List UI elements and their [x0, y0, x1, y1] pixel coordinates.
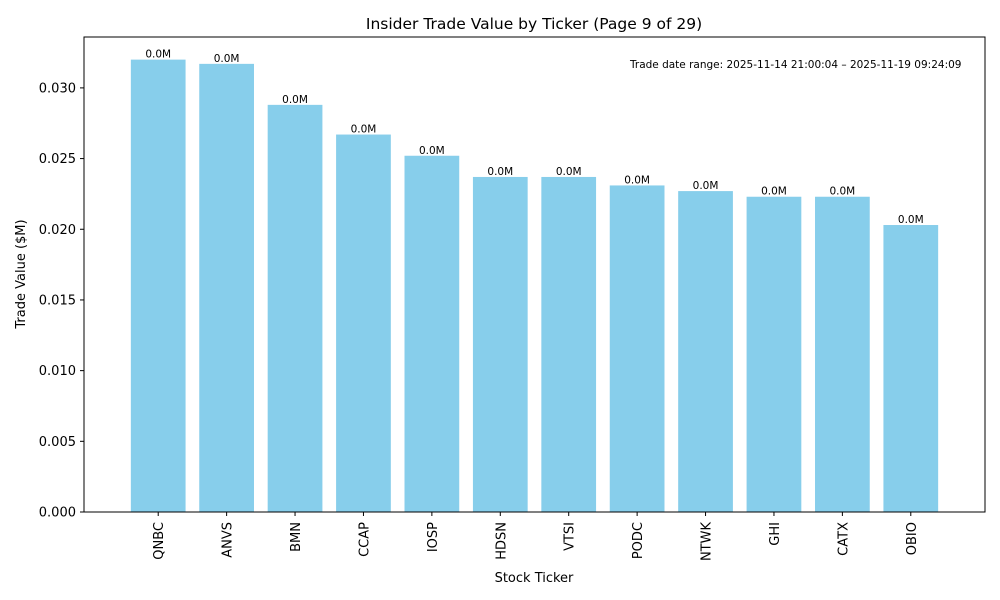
x-tick-label-ntwk: NTWK — [700, 522, 715, 562]
y-tick-label: 0.015 — [39, 293, 76, 308]
x-tick-label-anvs: ANVS — [221, 522, 236, 558]
x-tick-label-hdsn: HDSN — [494, 522, 509, 560]
bar-anvs — [199, 63, 254, 513]
y-tick-label: 0.010 — [39, 364, 76, 379]
x-tick-label-iosp: IOSP — [426, 522, 441, 552]
bars-layer: 0.0M 0.0M 0.0M 0.0M 0.0M 0.0M 0.0M 0.0M 0.0M 0.0M… — [130, 49, 939, 513]
data-label-vtsi: 0.0M — [556, 166, 582, 178]
bar-obio — [883, 225, 939, 513]
bar-iosp — [404, 155, 460, 512]
y-axis-label: Trade Value ($M) — [14, 219, 29, 329]
bar-ghi — [746, 196, 802, 513]
bar-catx — [815, 196, 870, 513]
x-tick-label-ccap: CCAP — [357, 522, 372, 557]
data-label-qnbc: 0.0M — [145, 49, 171, 61]
x-axis-label: Stock Ticker — [495, 571, 574, 586]
data-label-iosp: 0.0M — [419, 145, 445, 157]
bar-ccap — [336, 134, 391, 512]
y-tick-label: 0.005 — [39, 435, 76, 450]
bar-ntwk — [678, 191, 733, 512]
x-tick-label-qnbc: QNBC — [152, 522, 167, 560]
y-tick-label: 0.030 — [39, 81, 76, 96]
bar-bmn — [267, 104, 323, 512]
data-label-obio: 0.0M — [898, 214, 924, 226]
data-label-ghi: 0.0M — [761, 186, 787, 198]
bar-podc — [609, 185, 665, 512]
data-label-ccap: 0.0M — [351, 124, 377, 136]
date-range-annotation: Trade date range: 2025-11-14 21:00:04 – … — [629, 59, 961, 71]
chart-title: Insider Trade Value by Ticker (Page 9 of… — [366, 15, 702, 33]
x-tick-label-vtsi: VTSI — [563, 522, 578, 551]
data-label-hdsn: 0.0M — [487, 166, 513, 178]
data-label-catx: 0.0M — [829, 186, 855, 198]
data-label-bmn: 0.0M — [282, 94, 308, 106]
x-tick-label-podc: PODC — [631, 522, 646, 559]
data-label-podc: 0.0M — [624, 174, 650, 186]
x-axis-ticks: QNBC ANVS BMN CCAP IOSP HDSN VTSI PODC NTWK GHI CA… — [152, 512, 920, 561]
plot-frame — [83, 36, 986, 513]
data-label-ntwk: 0.0M — [693, 180, 719, 192]
x-tick-label-obio: OBIO — [905, 522, 920, 555]
y-tick-label: 0.025 — [39, 152, 76, 167]
bar-vtsi — [541, 176, 597, 512]
x-tick-label-catx: CATX — [836, 522, 851, 556]
x-tick-label-ghi: GHI — [768, 522, 783, 546]
y-axis-ticks: 0.000 0.005 0.010 0.015 0.020 0.025 0.030 — [39, 81, 84, 521]
bar-qnbc — [130, 59, 186, 512]
data-label-anvs: 0.0M — [214, 53, 240, 65]
y-tick-label: 0.000 — [39, 506, 76, 521]
bar-hdsn — [472, 176, 528, 512]
y-tick-label: 0.020 — [39, 223, 76, 238]
x-tick-label-bmn: BMN — [289, 522, 304, 552]
